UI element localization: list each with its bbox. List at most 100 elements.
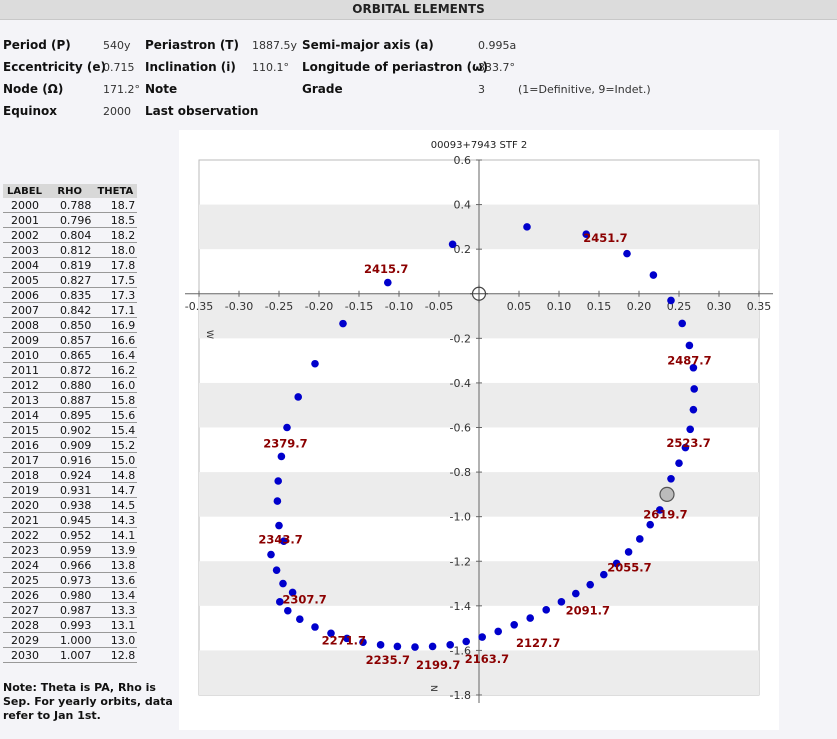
- table-cell-rho: 0.993: [45, 617, 94, 633]
- y-tick-label: -0.8: [450, 466, 471, 479]
- table-row: 2001 0.796 18.5: [3, 212, 138, 228]
- x-tick-label: 0.05: [507, 300, 532, 313]
- table-row: 2005 0.827 17.5: [3, 272, 138, 288]
- table-cell-rho: 0.788: [45, 198, 94, 213]
- table-row: 2019 0.931 14.7: [3, 482, 138, 498]
- y-tick-label: -1.0: [450, 511, 471, 524]
- table-row: 2006 0.835 17.3: [3, 287, 138, 303]
- table-row: 2015 0.902 15.4: [3, 422, 138, 438]
- table-cell-year: 2021: [3, 512, 46, 528]
- y-tick-label: -1.8: [450, 689, 471, 702]
- orbit-point: [311, 359, 319, 368]
- table-cell-year: 2015: [3, 422, 46, 438]
- table-row: 2013 0.887 15.8: [3, 392, 138, 408]
- node-value: 171.2°: [103, 83, 140, 96]
- orbit-point: [646, 520, 654, 529]
- orbit-point: [284, 606, 292, 615]
- table-cell-theta: 15.8: [93, 392, 138, 408]
- y-tick-label: -0.6: [450, 422, 471, 435]
- orbit-point: [678, 319, 686, 328]
- orbit-point: [359, 638, 367, 646]
- table-row: 2012 0.880 16.0: [3, 377, 138, 393]
- epoch-label: 2127.7: [516, 636, 560, 650]
- table-cell-year: 2014: [3, 407, 46, 423]
- orbit-point: [542, 606, 550, 614]
- x-tick-label: -0.30: [225, 300, 253, 313]
- node-label: Node (Ω): [3, 82, 64, 96]
- table-cell-rho: 0.980: [45, 587, 94, 603]
- orbit-point: [572, 589, 580, 598]
- orbit-point: [274, 477, 282, 485]
- epoch-label: 2415.7: [364, 262, 408, 276]
- epoch-label: 2523.7: [666, 436, 710, 450]
- orbit-point: [376, 641, 385, 649]
- orbit-point: [667, 296, 675, 305]
- column-header-rho: RHO: [45, 184, 94, 198]
- table-row: 2014 0.895 15.6: [3, 407, 138, 423]
- orbit-point: [685, 341, 694, 350]
- ephemeris-table: LABEL RHO THETA 2000 0.788 18.7 2001 0.796 18…: [3, 184, 138, 663]
- table-cell-year: 2027: [3, 602, 46, 618]
- table-cell-year: 2013: [3, 392, 46, 408]
- eccentricity-label: Eccentricity (e): [3, 60, 106, 74]
- table-cell-theta: 13.6: [93, 572, 138, 588]
- x-tick-label: 0.20: [627, 300, 652, 313]
- table-cell-theta: 14.5: [93, 497, 138, 513]
- table-row: 2027 0.987 13.3: [3, 602, 138, 618]
- table-row: 2002 0.804 18.2: [3, 227, 138, 243]
- table-cell-rho: 1.000: [45, 632, 94, 648]
- orbit-point: [280, 537, 288, 545]
- epoch-label: 2055.7: [607, 560, 651, 574]
- table-cell-theta: 14.3: [93, 512, 138, 528]
- table-row: 2021 0.945 14.3: [3, 512, 138, 528]
- table-cell-year: 2020: [3, 497, 46, 513]
- table-cell-theta: 16.2: [93, 362, 138, 378]
- orbit-point: [311, 623, 319, 631]
- table-cell-rho: 0.850: [45, 317, 94, 333]
- table-cell-theta: 13.1: [93, 617, 138, 633]
- table-cell-rho: 0.931: [45, 482, 94, 498]
- orbit-point: [446, 641, 455, 649]
- current-position-marker: [659, 486, 675, 502]
- y-tick-label: -0.2: [450, 332, 471, 345]
- x-tick-label: 0.10: [547, 300, 572, 313]
- table-cell-year: 2016: [3, 437, 46, 453]
- table-cell-rho: 0.842: [45, 302, 94, 318]
- orbit-point: [649, 271, 658, 279]
- orbit-point: [343, 634, 351, 643]
- table-cell-rho: 0.872: [45, 362, 94, 378]
- table-cell-year: 2005: [3, 272, 46, 288]
- epoch-label: 2343.7: [258, 532, 302, 546]
- period-value: 540y: [103, 39, 131, 52]
- table-cell-rho: 0.812: [45, 242, 94, 258]
- table-cell-rho: 0.924: [45, 467, 94, 483]
- table-cell-theta: 18.0: [93, 242, 138, 258]
- page-title: ORBITAL ELEMENTS: [352, 2, 485, 16]
- table-cell-rho: 0.895: [45, 407, 94, 423]
- orbit-point: [612, 559, 621, 568]
- table-row: 2024 0.966 13.8: [3, 557, 138, 573]
- note-label: Note: [145, 82, 178, 96]
- orbit-point: [283, 423, 291, 432]
- table-row: 2000 0.788 18.7: [3, 198, 138, 213]
- table-cell-theta: 18.7: [93, 198, 138, 213]
- table-row: 2004 0.819 17.8: [3, 257, 138, 273]
- equinox-label: Equinox: [3, 104, 57, 118]
- table-cell-year: 2026: [3, 587, 46, 603]
- table-cell-theta: 18.5: [93, 212, 138, 228]
- table-cell-theta: 14.1: [93, 527, 138, 543]
- table-cell-rho: 0.827: [45, 272, 94, 288]
- table-row: 2025 0.973 13.6: [3, 572, 138, 588]
- table-cell-year: 2008: [3, 317, 46, 333]
- table-cell-year: 2023: [3, 542, 46, 558]
- table-cell-rho: 0.959: [45, 542, 94, 558]
- column-header-label: LABEL: [3, 184, 46, 198]
- table-cell-theta: 12.8: [93, 647, 138, 663]
- y-tick-label: -1.2: [450, 555, 471, 568]
- table-cell-theta: 16.0: [93, 377, 138, 393]
- orbit-chart-panel: -0.35 -0.30 -0.25 -0.20 -0.15 -0.10 -0.05 0.05 0…: [179, 130, 779, 730]
- orbit-point: [272, 566, 281, 574]
- epoch-label: 2487.7: [667, 354, 711, 368]
- table-row: 2011 0.872 16.2: [3, 362, 138, 378]
- table-cell-year: 2007: [3, 302, 46, 318]
